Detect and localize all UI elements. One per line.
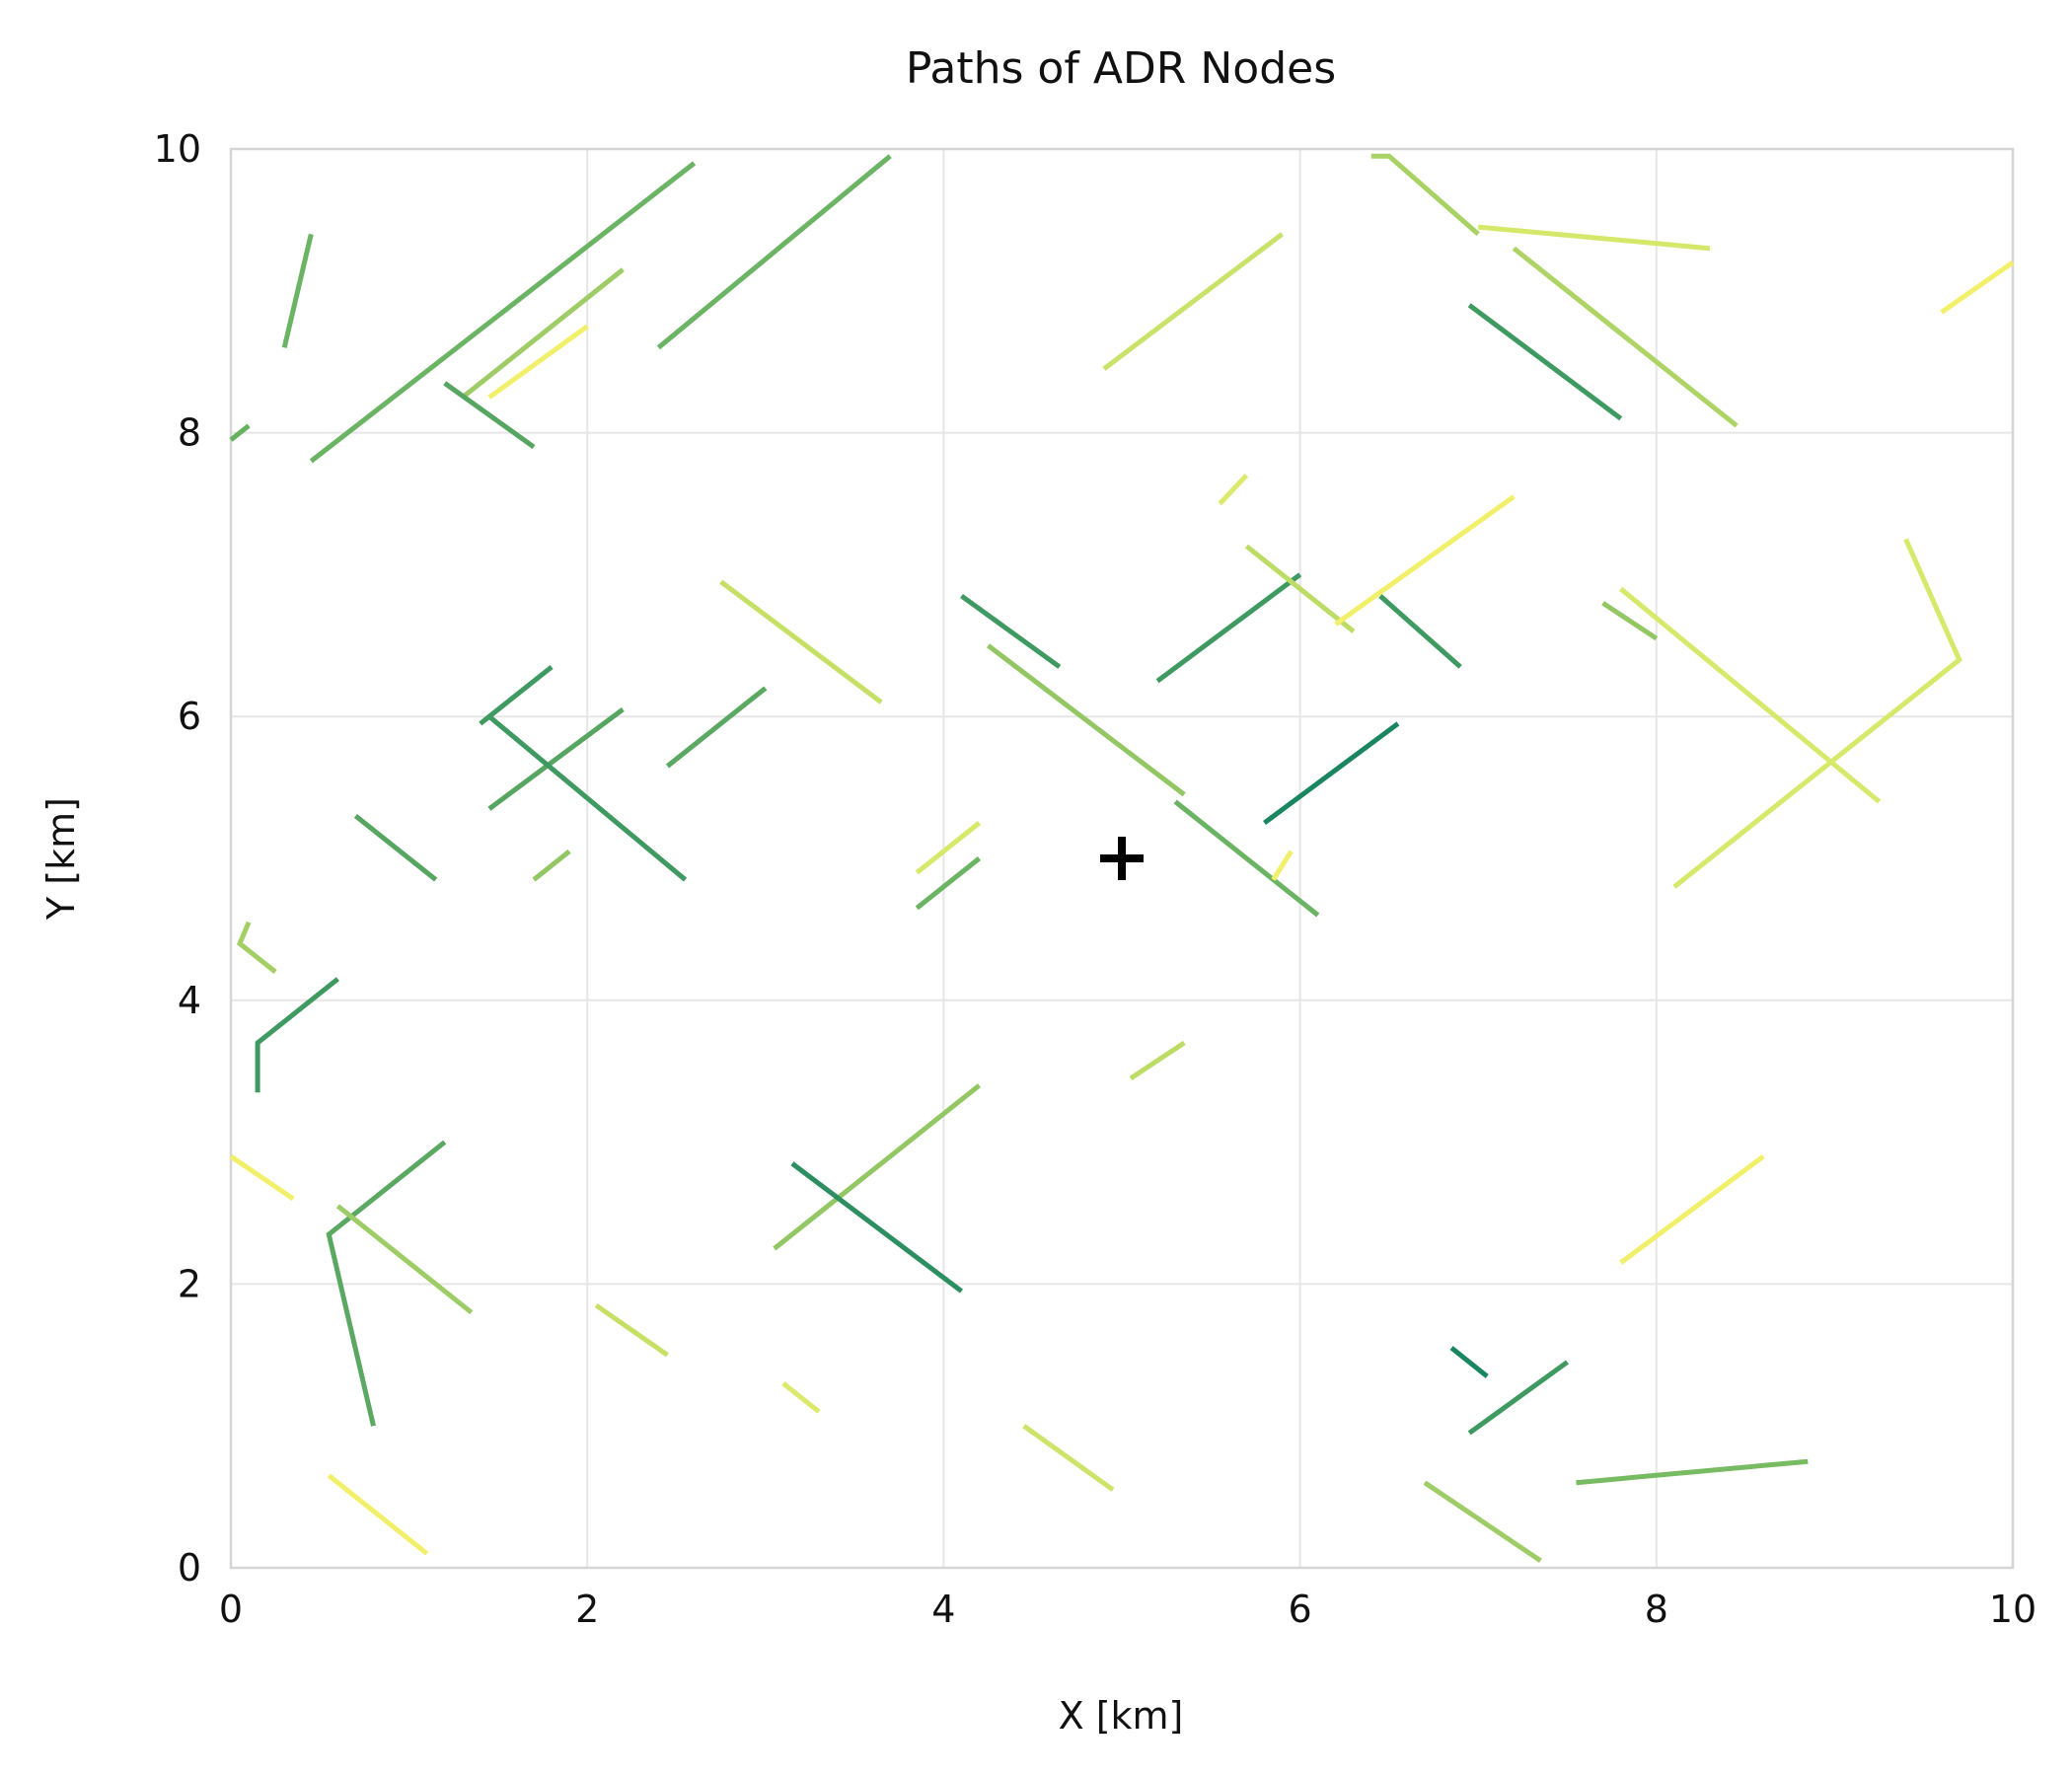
node-path	[229, 1153, 295, 1202]
node-path	[479, 664, 554, 726]
y-axis-label: Y [km]	[39, 797, 83, 921]
node-path	[915, 856, 982, 911]
node-path	[1477, 224, 1711, 252]
node-path	[1129, 1040, 1186, 1080]
node-path	[461, 267, 625, 400]
node-path	[353, 813, 438, 882]
node-path	[915, 821, 982, 875]
node-path	[1601, 601, 1659, 641]
node-path	[1370, 153, 1480, 237]
node-path	[719, 579, 883, 704]
y-tick-label: 0	[178, 1546, 201, 1590]
node-path	[790, 1161, 964, 1294]
x-tick-label: 0	[219, 1588, 243, 1631]
x-tick-label: 10	[1989, 1588, 2036, 1631]
node-path	[1271, 850, 1294, 881]
node-path	[532, 849, 571, 882]
center-marker	[1100, 837, 1144, 880]
y-tick-labels: 0 2 4 6 8 10	[154, 127, 201, 1590]
node-path	[1619, 1153, 1765, 1265]
node-path	[1467, 303, 1623, 421]
node-path	[986, 643, 1186, 797]
node-path	[327, 1473, 429, 1556]
node-path	[335, 1204, 474, 1315]
node-path	[487, 324, 589, 400]
node-path	[487, 706, 625, 811]
node-path	[1334, 494, 1516, 627]
node-path	[1244, 544, 1356, 633]
node-path	[1467, 1360, 1569, 1436]
node-path	[281, 233, 314, 348]
node-path	[781, 1381, 821, 1414]
x-tick-label: 8	[1645, 1588, 1668, 1631]
x-tick-label: 4	[931, 1588, 955, 1631]
x-axis-label: X [km]	[1059, 1694, 1184, 1738]
node-path	[236, 921, 277, 974]
node-path	[1940, 259, 2015, 315]
node-path	[1378, 594, 1462, 669]
node-path	[1155, 572, 1302, 684]
node-path	[1512, 246, 1739, 428]
y-tick-label: 4	[178, 979, 201, 1022]
x-tick-labels: 0 2 4 6 8 10	[219, 1588, 2036, 1631]
x-tick-label: 6	[1289, 1588, 1312, 1631]
node-path	[1672, 538, 1962, 889]
node-path	[1619, 586, 1882, 804]
node-path	[960, 593, 1062, 669]
node-path	[1218, 473, 1249, 506]
y-tick-label: 6	[178, 695, 201, 738]
node-path	[229, 423, 251, 442]
y-tick-label: 2	[178, 1262, 201, 1305]
node-path	[1102, 232, 1285, 371]
node-path	[443, 381, 536, 450]
y-tick-label: 10	[154, 127, 201, 171]
chart-title: Paths of ADR Nodes	[906, 43, 1336, 94]
node-path	[773, 1083, 982, 1251]
y-tick-label: 8	[178, 411, 201, 455]
node-path	[255, 977, 339, 1093]
node-path	[1022, 1424, 1115, 1492]
node-path	[309, 161, 697, 464]
x-tick-label: 2	[575, 1588, 599, 1631]
node-path	[1449, 1346, 1489, 1378]
node-path	[1576, 1458, 1809, 1486]
node-path	[487, 714, 688, 882]
node-path	[1423, 1480, 1542, 1563]
node-path	[665, 686, 768, 769]
plot-frame	[229, 147, 2015, 1570]
node-path	[1173, 799, 1320, 918]
node-path	[326, 1140, 447, 1427]
series-paths	[229, 153, 2015, 1563]
node-path	[656, 154, 892, 350]
node-path	[594, 1302, 669, 1358]
node-path	[1263, 721, 1400, 826]
